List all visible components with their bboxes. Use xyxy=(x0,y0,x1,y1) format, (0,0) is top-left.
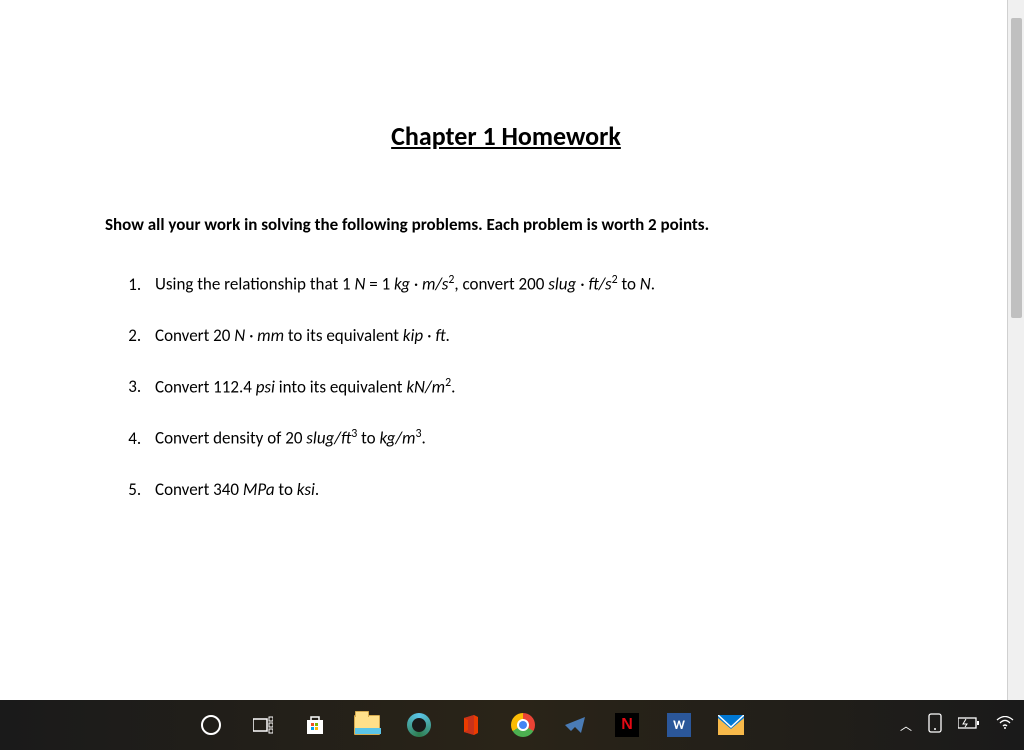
netflix-icon: N xyxy=(615,713,639,737)
explorer-button[interactable] xyxy=(351,709,383,741)
edge-icon xyxy=(407,713,431,737)
mail-icon xyxy=(718,715,744,735)
taskview-icon xyxy=(253,715,273,735)
store-icon xyxy=(303,713,327,737)
edge-button[interactable] xyxy=(403,709,435,741)
taskview-button[interactable] xyxy=(247,709,279,741)
cortana-icon xyxy=(201,715,221,735)
problem-item: Using the relationship that 1 N = 1 kg ·… xyxy=(145,273,907,295)
office-icon xyxy=(460,713,482,737)
battery-icon[interactable] xyxy=(958,716,980,735)
problem-list: Using the relationship that 1 N = 1 kg ·… xyxy=(105,273,907,500)
page-title: Chapter 1 Homework xyxy=(105,120,907,152)
problem-item: Convert 20 N · mm to its equivalent kip … xyxy=(145,325,907,346)
chrome-icon xyxy=(511,713,535,737)
folder-icon xyxy=(354,715,380,735)
plane-icon xyxy=(563,713,587,737)
problem-item: Convert 112.4 psi into its equivalent kN… xyxy=(145,376,907,398)
vertical-scrollbar[interactable] xyxy=(1007,0,1024,700)
cortana-button[interactable] xyxy=(195,709,227,741)
store-button[interactable] xyxy=(299,709,331,741)
problem-item: Convert 340 MPa to ksi. xyxy=(145,479,907,500)
word-icon: W xyxy=(667,713,691,737)
chrome-button[interactable] xyxy=(507,709,539,741)
problem-item: Convert density of 20 slug/ft3 to kg/m3. xyxy=(145,427,907,449)
phone-icon[interactable] xyxy=(928,713,942,738)
wifi-icon[interactable] xyxy=(996,716,1014,735)
word-button[interactable]: W xyxy=(663,709,695,741)
tray-overflow-button[interactable]: ︿ xyxy=(900,717,912,734)
mail-button[interactable] xyxy=(715,709,747,741)
taskbar: N W xyxy=(0,700,1024,750)
scrollbar-thumb[interactable] xyxy=(1011,18,1022,318)
system-tray: ︿ xyxy=(900,700,1024,750)
netflix-button[interactable]: N xyxy=(611,709,643,741)
document-viewport: Chapter 1 Homework Show all your work in… xyxy=(0,0,1007,700)
instructions-text: Show all your work in solving the follow… xyxy=(105,214,907,235)
app-button[interactable] xyxy=(559,709,591,741)
office-button[interactable] xyxy=(455,709,487,741)
